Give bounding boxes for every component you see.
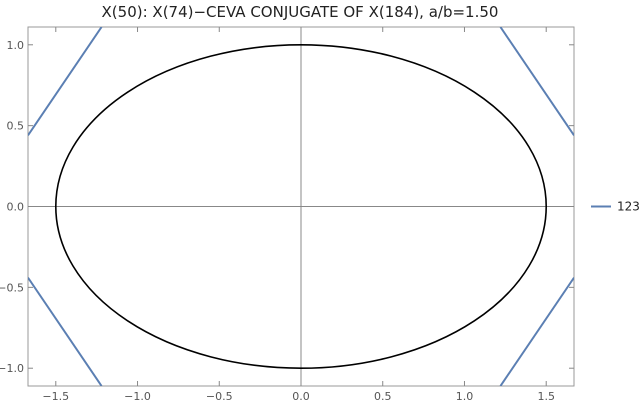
x-tick-label: −0.5: [206, 390, 233, 403]
axes: [28, 27, 574, 386]
y-tick-label: 0.0: [7, 201, 25, 214]
x-tick-label: 0.0: [292, 390, 310, 403]
ticks: −1.5 −1.0 −0.5 0.0 0.5 1.0 1.5 −1.0 −0.5 0.0 0.5 1.…: [0, 27, 574, 403]
series-line-segment: [28, 277, 103, 386]
y-tick-label: −0.5: [0, 281, 24, 294]
series-line-segment: [28, 27, 103, 136]
y-tick-label: 1.0: [7, 39, 25, 52]
ellipse-curve: [54, 43, 548, 370]
y-tick-label: 0.5: [7, 120, 25, 133]
x-tick-label: 0.5: [374, 390, 392, 403]
plot-area: [28, 27, 574, 386]
series-line-segment: [499, 27, 574, 136]
x-tick-label: −1.0: [124, 390, 151, 403]
series-line-segment: [499, 277, 574, 386]
x-tick-label: −1.5: [42, 390, 69, 403]
chart-title: X(50): X(74)−CEVA CONJUGATE OF X(184), a…: [102, 3, 499, 21]
y-tick-label: −1.0: [0, 362, 24, 375]
x-tick-label: 1.0: [456, 390, 474, 403]
x-tick-label: 1.5: [537, 390, 555, 403]
legend: 123: [591, 200, 640, 214]
legend-label: 123: [617, 200, 640, 214]
